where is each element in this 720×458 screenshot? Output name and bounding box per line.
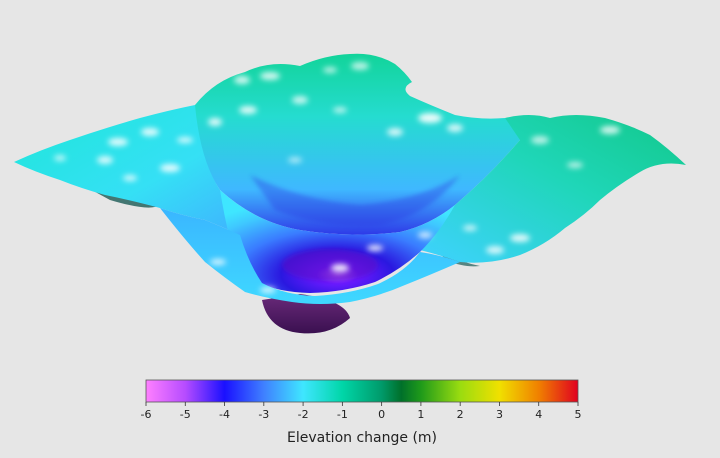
colorbar-label: Elevation change (m) — [287, 430, 437, 446]
colorbar-tick-label: -4 — [219, 408, 230, 421]
elevation-surface — [14, 53, 686, 334]
colorbar-tick-label: 0 — [378, 408, 385, 421]
surface-front — [160, 208, 460, 304]
colorbar-tick-label: 4 — [535, 408, 542, 421]
colorbar-tick-label: 1 — [417, 408, 424, 421]
colorbar-tick-label: -5 — [180, 408, 191, 421]
colorbar-tick-label: 5 — [575, 408, 582, 421]
surface-highlights — [54, 62, 620, 293]
colorbar: -6 -5 -4 -3 -2 -1 0 1 2 3 4 5 Elevation change (m) — [141, 379, 582, 446]
surface-right — [420, 115, 686, 263]
colorbar-tick-label: -2 — [298, 408, 309, 421]
colorbar-gradient — [145, 379, 579, 403]
colorbar-tick-label: -3 — [258, 408, 269, 421]
colorbar-tick-label: 2 — [457, 408, 464, 421]
colorbar-ticks: -6 -5 -4 -3 -2 -1 0 1 2 3 4 5 — [141, 402, 582, 421]
surface-bowl — [220, 190, 455, 293]
bowl-inner-shade — [250, 175, 460, 226]
colorbar-tick-label: -1 — [337, 408, 348, 421]
colorbar-tick-label: -6 — [141, 408, 152, 421]
colorbar-tick-label: 3 — [496, 408, 503, 421]
bowl-deep-spot — [282, 249, 378, 281]
